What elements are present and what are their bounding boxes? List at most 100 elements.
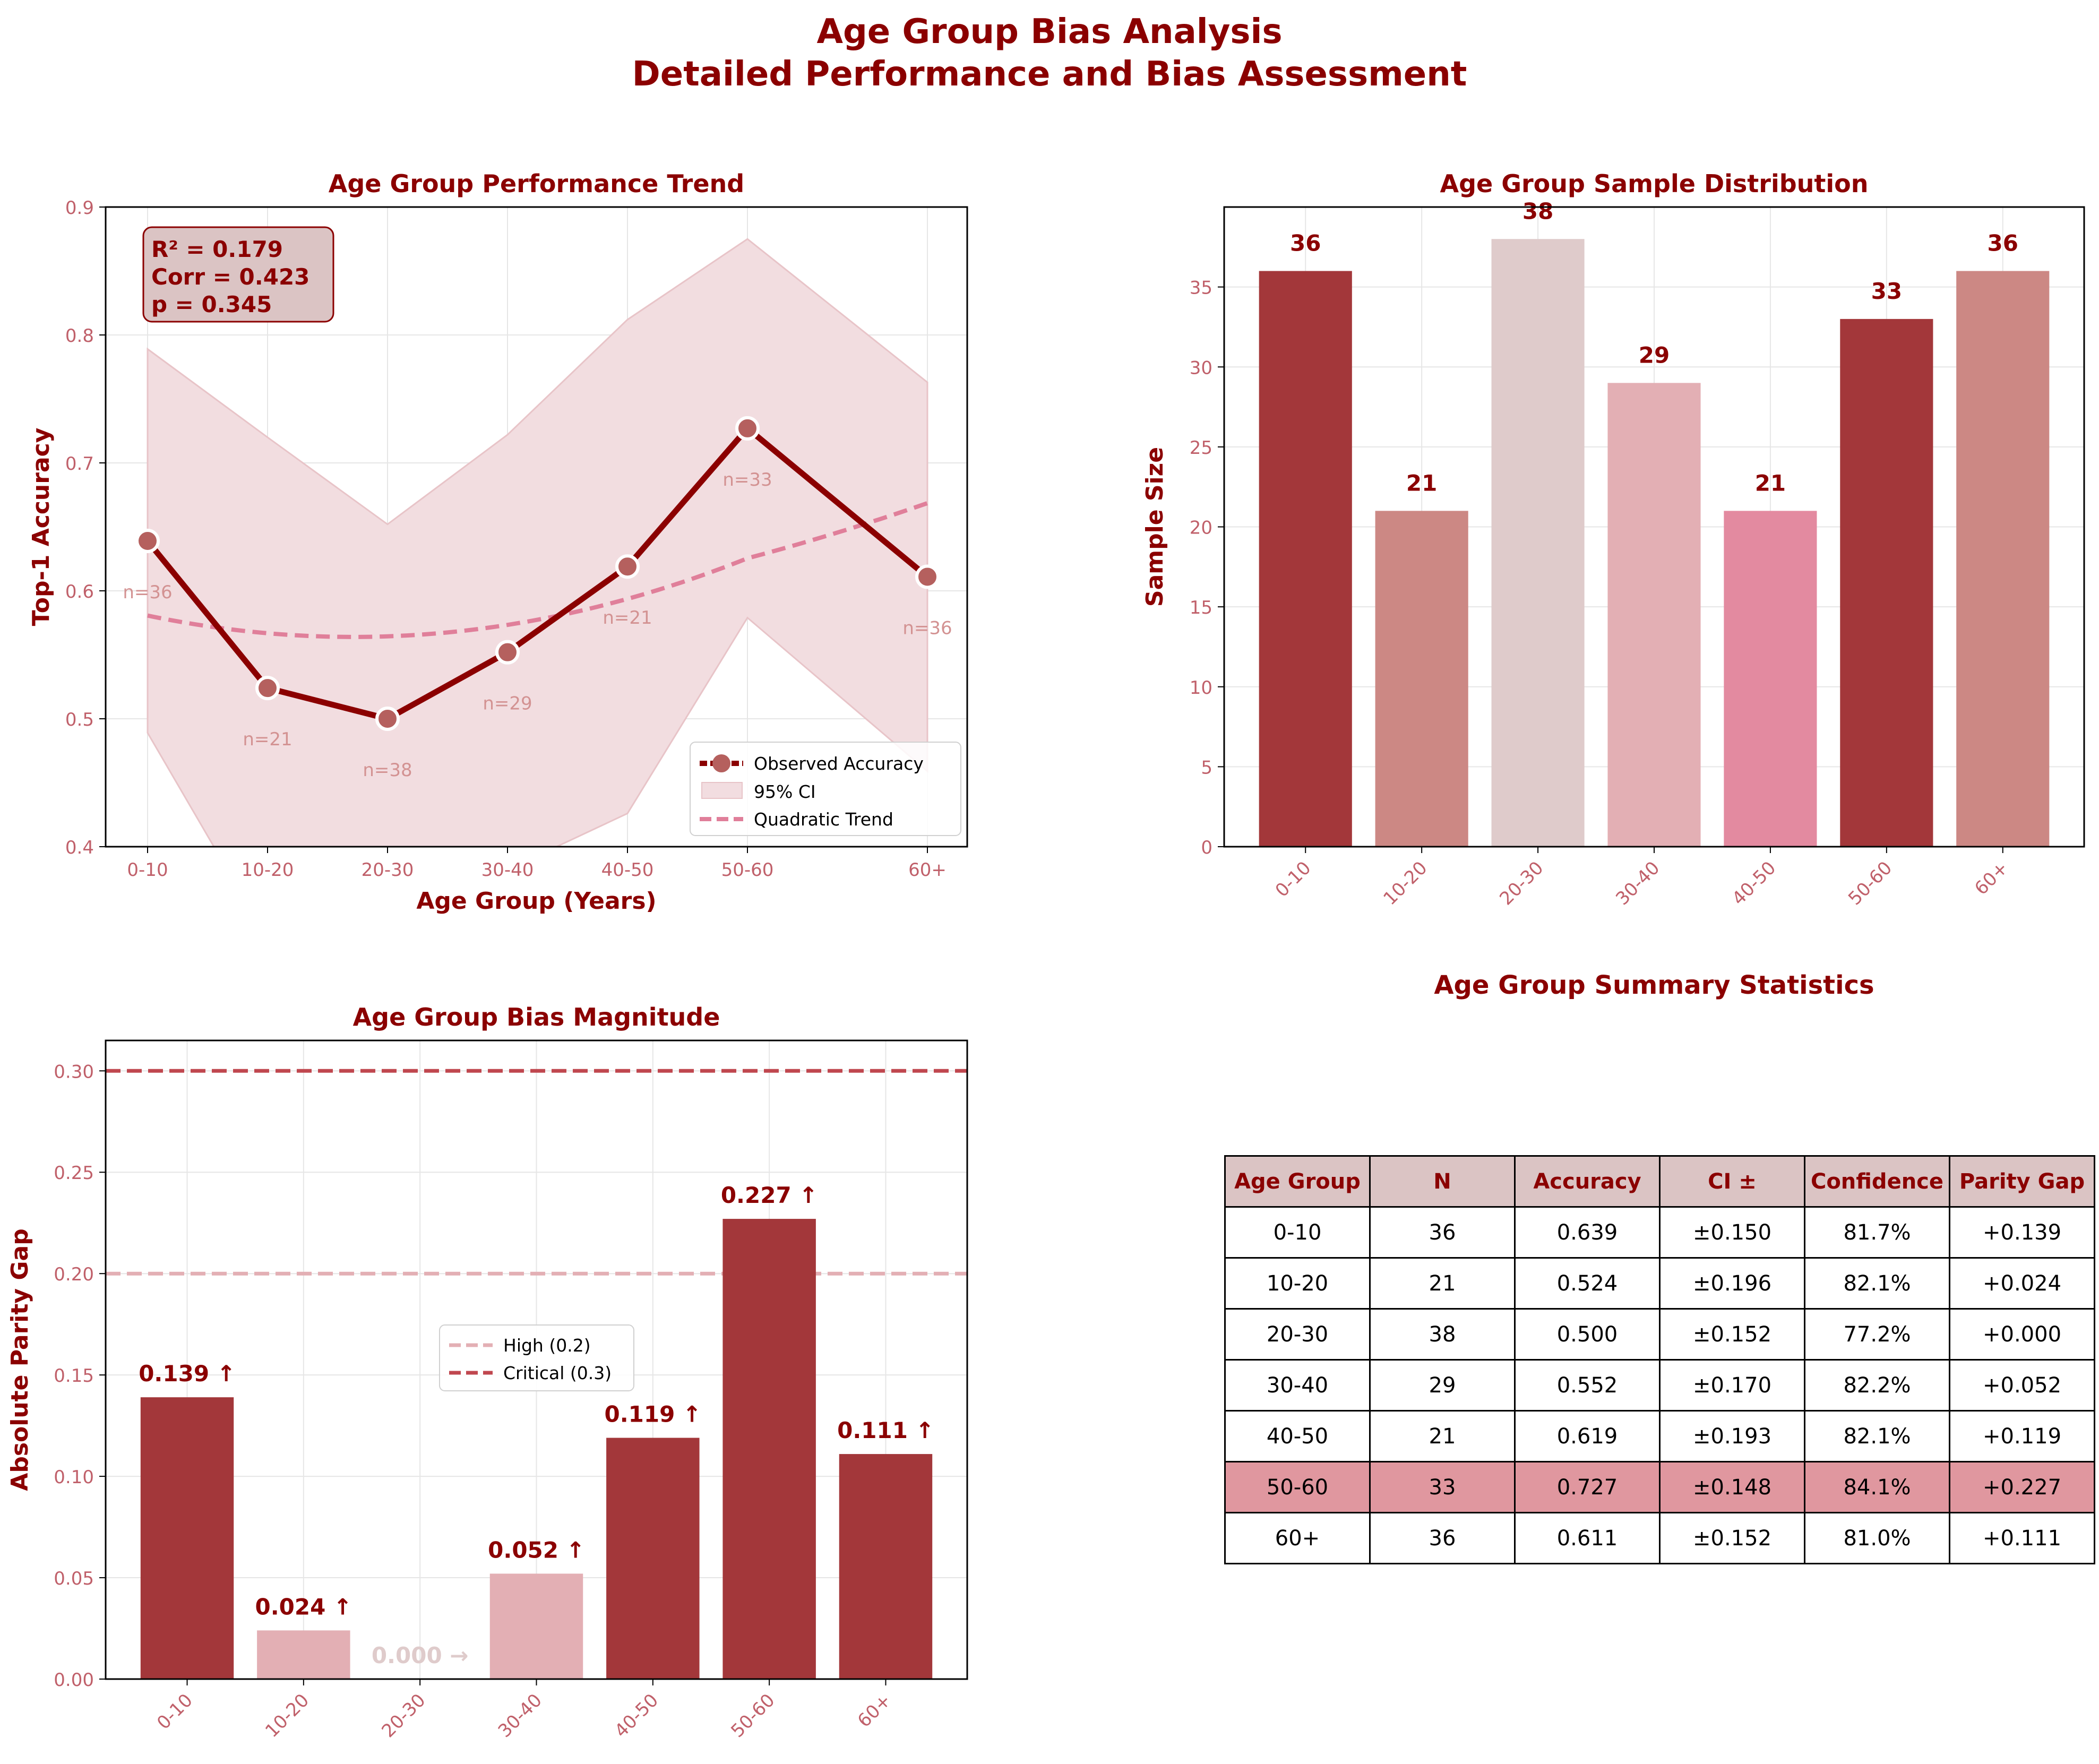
table-cell: 81.0% [1804,1512,1950,1564]
sample-size-label: n=36 [123,582,172,603]
plot-frame [105,206,968,848]
table-cell: +0.052 [1949,1359,2095,1412]
observed-accuracy-point [375,707,400,731]
summary-table-container: Age Group N Accuracy CI ± Confidence Parity G… [1224,1155,2095,1564]
table-cell: 36 [1369,1512,1516,1564]
table-cell: ±0.152 [1659,1512,1805,1564]
bar [1375,511,1468,847]
y-tick-label: 0.30 [54,1061,94,1082]
x-tick-label: 50-60 [721,859,774,881]
bar [257,1630,350,1679]
bar [1491,239,1585,847]
bar-value-label: 29 [1639,342,1670,368]
sample-size-label: n=36 [902,617,952,639]
table-row: 40-50 21 0.619 ±0.193 82.1% +0.119 [1224,1410,2095,1462]
sample-size-label: n=33 [722,469,772,491]
x-tick-label: 40-50 [601,859,654,881]
table-cell: 0.619 [1514,1410,1661,1462]
table-cell: ±0.152 [1659,1308,1805,1361]
x-tick-label: 20-30 [377,1690,429,1742]
bar [489,1573,583,1679]
figure-title-line1: Age Group Bias Analysis [816,12,1283,51]
table-header-row: Age Group N Accuracy CI ± Confidence Parity G… [1224,1155,2095,1208]
observed-accuracy-point [615,554,640,579]
bar-value-label: 0.111 ↑ [837,1417,934,1443]
y-tick-label: 0.00 [54,1670,94,1691]
bar [1724,511,1817,847]
x-tick-label: 50-60 [727,1690,779,1742]
y-tick-label: 0.15 [54,1365,94,1387]
table-header-cell: Accuracy [1514,1155,1661,1208]
table-row: 50-60 33 0.727 ±0.148 84.1% +0.227 [1224,1461,2095,1513]
y-tick-label: 25 [1190,437,1212,459]
sample-size-label: n=38 [363,760,412,781]
table-cell: 40-50 [1224,1410,1371,1462]
legend-ci-swatch [701,782,743,799]
legend-label: High (0.2) [503,1335,591,1356]
table-row: 0-10 36 0.639 ±0.150 81.7% +0.139 [1224,1206,2095,1259]
table-cell: +0.227 [1949,1461,2095,1513]
y-tick-label: 0.05 [54,1568,94,1589]
x-tick-label: 10-20 [242,859,294,881]
bar [140,1397,234,1679]
table-cell: 60+ [1224,1512,1371,1564]
legend-label: Quadratic Trend [754,809,893,830]
table-title: Age Group Summary Statistics [1434,970,1874,1000]
bar-value-label: 33 [1871,278,1902,304]
table-cell: 81.7% [1804,1206,1950,1259]
bar-value-label: 38 [1522,198,1553,224]
table-cell: 0.611 [1514,1512,1661,1564]
table-cell: +0.111 [1949,1512,2095,1564]
legend-box [690,742,961,836]
table-cell: 38 [1369,1308,1516,1361]
table-header-cell: CI ± [1659,1155,1805,1208]
table-cell: ±0.150 [1659,1206,1805,1259]
y-tick-label: 35 [1190,278,1212,299]
table-cell: +0.119 [1949,1410,2095,1462]
y-tick-label: 15 [1190,597,1212,618]
x-tick-label: 60+ [908,859,947,881]
observed-accuracy-point [135,529,160,554]
table-cell: 21 [1369,1410,1516,1462]
observed-accuracy-point [495,640,520,665]
bar [1259,271,1352,847]
figure-title-line2: Detailed Performance and Bias Assessment [632,55,1467,94]
observed-accuracy-point [255,676,280,701]
x-tick-label: 60+ [854,1690,896,1732]
stats-box-line: Corr = 0.423 [151,264,309,290]
sample-size-label: n=29 [483,693,532,715]
sample-size-label: n=21 [603,607,652,629]
bar-value-label: 21 [1406,470,1437,496]
stats-box-line: p = 0.345 [151,291,272,317]
observed-accuracy-point [735,416,760,441]
figure-title: Age Group Bias Analysis Detailed Perform… [0,11,2099,96]
y-tick-label: 5 [1201,757,1212,778]
plot-frame [1223,206,2085,848]
table-cell: 0.727 [1514,1461,1661,1513]
y-tick-label: 30 [1190,357,1212,378]
y-tick-label: 10 [1190,677,1212,699]
table-cell: 82.2% [1804,1359,1950,1412]
table-cell: 0.552 [1514,1359,1661,1412]
bar [1607,383,1701,847]
bar-value-label: 0.052 ↑ [488,1537,585,1563]
x-axis-label: Age Group (Years) [416,888,656,915]
table-cell: 10-20 [1224,1257,1371,1310]
y-tick-label: 0.20 [54,1264,94,1285]
table-header-cell: Confidence [1804,1155,1950,1208]
stats-box [142,226,334,323]
x-tick-label: 30-40 [481,859,534,881]
y-tick-label: 0.7 [65,453,94,475]
table-cell: 82.1% [1804,1410,1950,1462]
table-cell: 20-30 [1224,1308,1371,1361]
table-cell: 33 [1369,1461,1516,1513]
bar-value-label: 0.227 ↑ [721,1182,818,1208]
x-tick-label: 10-20 [261,1690,313,1742]
bar [1840,319,1933,847]
table-cell: 0.500 [1514,1308,1661,1361]
bar [606,1438,700,1679]
table-cell: ±0.170 [1659,1359,1805,1412]
